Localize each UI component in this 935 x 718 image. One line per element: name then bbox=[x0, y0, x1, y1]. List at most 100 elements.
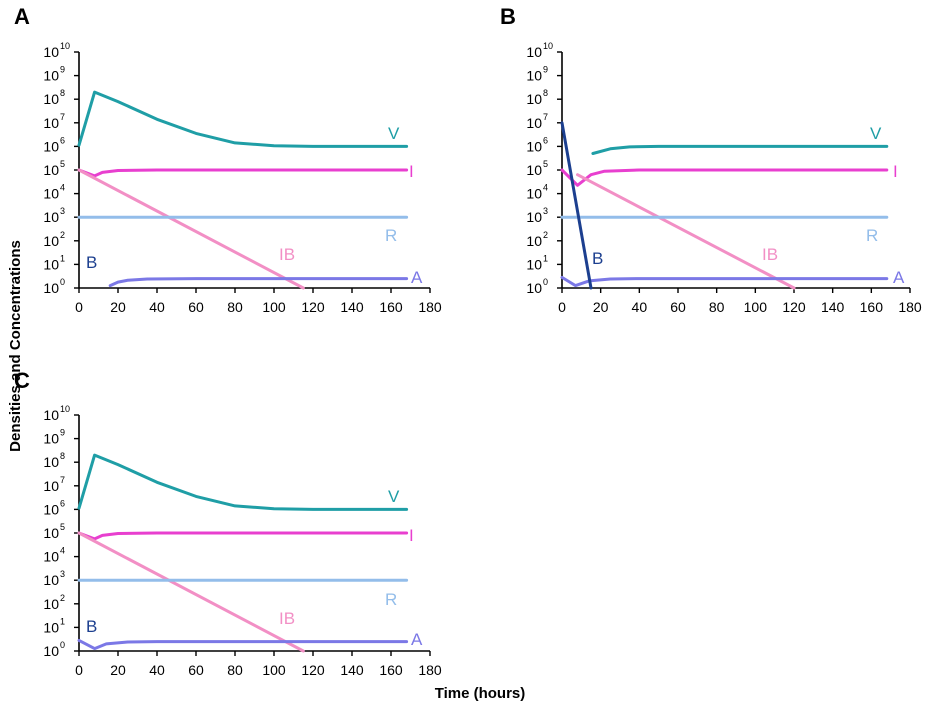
series-i-line bbox=[77, 531, 409, 541]
y-tick-label: 10 bbox=[526, 91, 542, 107]
x-tick-label: 60 bbox=[188, 662, 204, 678]
x-tick-label: 80 bbox=[227, 662, 243, 678]
x-tick-label: 80 bbox=[709, 299, 725, 315]
y-tick-exponent: 4 bbox=[60, 546, 65, 556]
series-label-i: I bbox=[409, 162, 414, 181]
series-a-line bbox=[77, 638, 409, 651]
y-tick-label: 10 bbox=[43, 619, 59, 635]
series-v-line bbox=[77, 90, 409, 148]
x-tick-label: 140 bbox=[340, 299, 364, 315]
y-tick-exponent: 3 bbox=[60, 569, 65, 579]
x-tick-label: 120 bbox=[301, 299, 325, 315]
x-tick-label: 180 bbox=[898, 299, 922, 315]
y-tick-label: 10 bbox=[43, 209, 59, 225]
y-tick-label: 10 bbox=[43, 549, 59, 565]
series-label-ib: IB bbox=[279, 245, 295, 264]
y-tick-label: 10 bbox=[43, 501, 59, 517]
panel-letter: A bbox=[14, 4, 30, 29]
x-axis-title: Time (hours) bbox=[435, 685, 526, 702]
series-label-b: B bbox=[592, 249, 603, 268]
y-tick-exponent: 2 bbox=[60, 230, 65, 240]
x-tick-label: 0 bbox=[75, 299, 83, 315]
series-label-a: A bbox=[411, 268, 423, 287]
y-tick-label: 10 bbox=[43, 478, 59, 494]
y-tick-exponent: 2 bbox=[543, 230, 548, 240]
x-tick-label: 20 bbox=[593, 299, 609, 315]
y-tick-exponent: 0 bbox=[60, 277, 65, 287]
y-tick-label: 10 bbox=[43, 68, 59, 84]
x-tick-label: 180 bbox=[418, 662, 442, 678]
x-tick-label: 120 bbox=[782, 299, 806, 315]
y-tick-exponent: 1 bbox=[60, 253, 65, 263]
y-tick-exponent: 3 bbox=[543, 206, 548, 216]
x-tick-label: 140 bbox=[340, 662, 364, 678]
y-tick-label: 10 bbox=[43, 91, 59, 107]
y-tick-label: 10 bbox=[43, 256, 59, 272]
x-tick-label: 40 bbox=[149, 299, 165, 315]
y-tick-exponent: 10 bbox=[543, 41, 553, 51]
series-v-line bbox=[77, 453, 409, 511]
x-tick-label: 120 bbox=[301, 662, 325, 678]
x-tick-label: 180 bbox=[418, 299, 442, 315]
y-tick-exponent: 9 bbox=[60, 428, 65, 438]
series-ib-line bbox=[576, 173, 796, 290]
y-tick-exponent: 3 bbox=[60, 206, 65, 216]
y-tick-exponent: 6 bbox=[60, 135, 65, 145]
series-label-r: R bbox=[385, 590, 397, 609]
series-label-v: V bbox=[388, 487, 400, 506]
x-tick-label: 60 bbox=[188, 299, 204, 315]
y-tick-exponent: 0 bbox=[543, 277, 548, 287]
x-tick-label: 40 bbox=[632, 299, 648, 315]
x-tick-label: 160 bbox=[379, 299, 403, 315]
series-i-line bbox=[77, 168, 409, 178]
y-tick-label: 10 bbox=[43, 280, 59, 296]
y-tick-exponent: 2 bbox=[60, 593, 65, 603]
y-tick-label: 10 bbox=[526, 44, 542, 60]
y-tick-exponent: 7 bbox=[60, 475, 65, 485]
y-tick-label: 10 bbox=[43, 115, 59, 131]
x-tick-label: 60 bbox=[670, 299, 686, 315]
y-tick-label: 10 bbox=[526, 280, 542, 296]
series-ib-line bbox=[77, 531, 305, 653]
y-tick-label: 10 bbox=[526, 162, 542, 178]
series-ib-line bbox=[77, 168, 305, 290]
y-tick-exponent: 5 bbox=[60, 522, 65, 532]
x-tick-label: 0 bbox=[75, 662, 83, 678]
y-tick-exponent: 1 bbox=[543, 253, 548, 263]
series-label-ib: IB bbox=[762, 245, 778, 264]
y-tick-label: 10 bbox=[43, 186, 59, 202]
x-tick-label: 100 bbox=[262, 662, 286, 678]
y-tick-exponent: 10 bbox=[60, 404, 70, 414]
series-label-v: V bbox=[388, 124, 400, 143]
series-label-r: R bbox=[385, 226, 397, 245]
series-i-line bbox=[560, 168, 889, 187]
series-label-i: I bbox=[893, 162, 898, 181]
y-tick-label: 10 bbox=[43, 44, 59, 60]
y-tick-label: 10 bbox=[526, 115, 542, 131]
y-tick-label: 10 bbox=[526, 138, 542, 154]
y-tick-exponent: 9 bbox=[543, 65, 548, 75]
y-tick-exponent: 7 bbox=[60, 112, 65, 122]
series-label-a: A bbox=[411, 630, 423, 649]
series-v-line bbox=[591, 144, 889, 155]
x-tick-label: 100 bbox=[744, 299, 768, 315]
y-tick-exponent: 0 bbox=[60, 640, 65, 650]
x-tick-label: 20 bbox=[110, 299, 126, 315]
y-tick-label: 10 bbox=[43, 138, 59, 154]
x-tick-label: 80 bbox=[227, 299, 243, 315]
y-tick-exponent: 6 bbox=[543, 135, 548, 145]
series-label-r: R bbox=[866, 226, 878, 245]
series-a-line bbox=[560, 275, 889, 288]
x-tick-label: 40 bbox=[149, 662, 165, 678]
y-tick-exponent: 8 bbox=[543, 88, 548, 98]
y-tick-label: 10 bbox=[43, 431, 59, 447]
y-tick-label: 10 bbox=[43, 454, 59, 470]
series-label-b: B bbox=[86, 617, 97, 636]
panel-letter: C bbox=[14, 368, 30, 393]
y-tick-exponent: 5 bbox=[60, 159, 65, 169]
series-label-a: A bbox=[893, 268, 905, 287]
